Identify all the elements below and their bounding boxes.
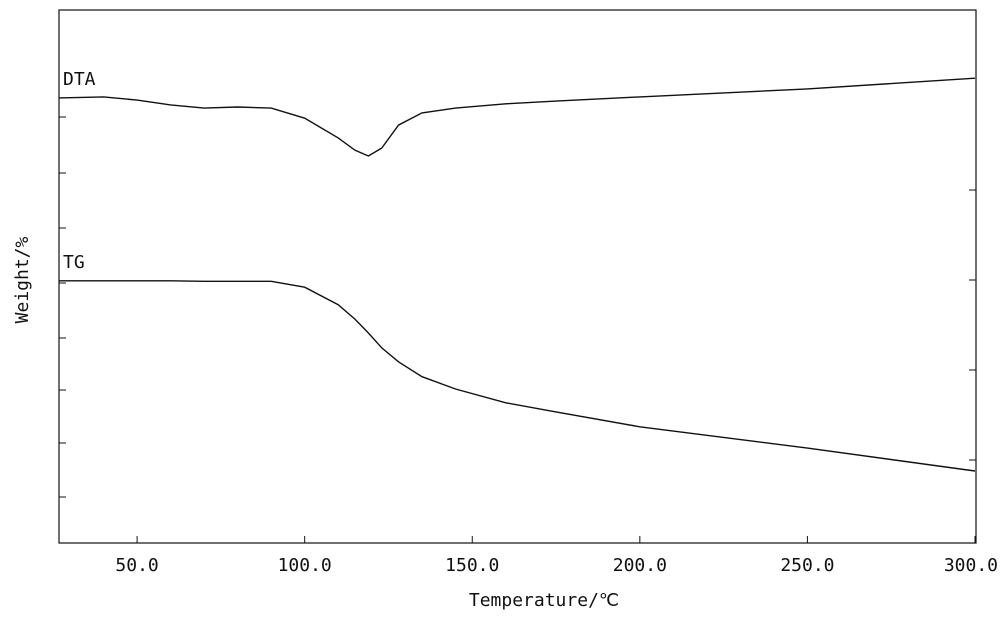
x-tick-label: 200.0: [613, 555, 667, 576]
series-line: [59, 280, 976, 472]
x-tick-label: 250.0: [780, 555, 834, 576]
x-tick-label: 100.0: [278, 555, 332, 576]
series-label: DTA: [63, 69, 96, 90]
x-tick-label: 300.0: [944, 555, 998, 576]
right-minor-ticks: [969, 189, 976, 461]
plot-frame: [58, 9, 977, 544]
x-axis-label: Temperature/℃: [469, 590, 619, 611]
y-axis-label: Weight/%: [12, 236, 33, 323]
x-tick-label: 50.0: [115, 555, 158, 576]
x-tick-label: 150.0: [445, 555, 499, 576]
left-minor-ticks: [59, 116, 66, 498]
series-line: [58, 77, 976, 157]
series-label: TG: [63, 252, 85, 273]
